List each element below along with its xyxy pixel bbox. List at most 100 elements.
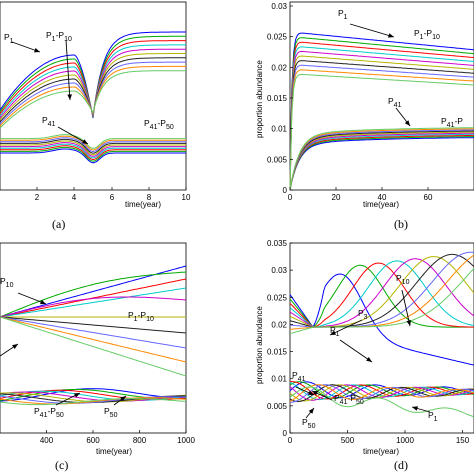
panel-a-label: (a) — [52, 217, 65, 231]
panel-b: 0 20 40 60 0 0.005 0.01 0.015 0.02 0.025 0.03 time… — [255, 1, 474, 231]
panel-b-ytick-label: 0.02 — [271, 63, 287, 72]
panel-a-frame — [0, 1, 187, 191]
panel-d-xtick-label: 500 — [341, 436, 355, 445]
panel-b-line-lower — [289, 134, 474, 191]
panel-d: 0 500 1000 15000.0050.010.0150.020.0250.030… — [255, 239, 474, 472]
annotation-p41-arrow — [57, 126, 89, 145]
panel-d-ticks: 0 500 1000 15000.0050.010.0150.020.0250.030… — [267, 239, 470, 445]
panel-c-line-lower — [0, 390, 187, 401]
panel-a-xtick-label: 4 — [72, 193, 77, 202]
annotation-p50-arrow-head — [308, 408, 314, 414]
panel-c-line-upper — [0, 316, 187, 334]
panel-a-line-upper — [0, 31, 186, 119]
panel-c-line-upper — [0, 316, 187, 363]
panel-d-ytick-label: 0.02 — [271, 320, 287, 329]
annotation-p1: P1 — [338, 8, 348, 21]
panel-b-xtick-label: 20 — [332, 193, 341, 202]
panel-b-ytick-label: 0.03 — [271, 2, 287, 11]
annotation-p10-arrow — [401, 289, 411, 327]
annotation-p50-arrow-head — [120, 396, 126, 402]
annotation-p1-arrow — [339, 339, 373, 363]
annotation-p41-p50: P41-P50 — [144, 118, 174, 131]
panel-d-ytick-label: 0.01 — [271, 375, 287, 384]
annotation-p41-p: P41-P — [441, 116, 463, 129]
panel-b-line-upper — [289, 73, 474, 191]
panel-b-line-upper — [289, 32, 474, 191]
panel-c-line-upper — [0, 316, 187, 377]
panel-d-line-lower — [289, 386, 474, 418]
annotation-p50: P50 — [302, 417, 316, 430]
panel-b-line-lower — [289, 130, 474, 191]
annotation-p41-p50: P41-P50 — [334, 393, 364, 406]
panel-b-line-upper — [289, 46, 474, 191]
panel-d-ylabel: proportion abundance — [255, 306, 264, 384]
panel-d-xtick-label: 0 — [288, 436, 293, 445]
panel-a-line-lower — [0, 138, 186, 154]
annotation-p41-arrow-head — [404, 120, 410, 126]
panel-d-line-lower — [290, 384, 474, 403]
panel-c-xlabel: time(year) — [96, 447, 132, 456]
panel-d-xtick-label: 1000 — [396, 436, 414, 445]
panel-a-line-lower — [0, 145, 186, 161]
panel-a-line-lower — [0, 146, 186, 162]
panel-b-line-lower — [289, 133, 474, 191]
panel-c-line-lower — [0, 397, 187, 405]
panel-b-ylabel: proportion abundance — [255, 60, 264, 138]
panel-d-ytick-label: 0.005 — [267, 402, 288, 411]
panel-b-ticks: 0 20 40 60 0 0.005 0.01 0.015 0.02 0.025 0.03 — [267, 2, 433, 202]
panel-a-xtick-label: 2 — [35, 193, 40, 202]
annotation-p1: P1 — [4, 32, 14, 45]
panel-c-curves — [0, 265, 187, 406]
annotation-p1-arrow — [349, 23, 395, 38]
panel-a-line-lower — [0, 143, 186, 159]
panel-a-line-upper — [0, 35, 186, 118]
panel-b-xtick-label: 60 — [424, 193, 433, 202]
panel-a-line-lower — [0, 142, 186, 157]
panel-b-label: (b) — [394, 217, 408, 231]
panel-b-curves — [289, 32, 474, 191]
panel-d-line-lower — [289, 384, 474, 403]
panel-d-ytick-label: 0 — [283, 429, 288, 438]
panel-c-line-upper — [0, 296, 187, 318]
annotation-p1-p10: P1-P10 — [414, 28, 440, 41]
panel-a-curves — [0, 31, 186, 164]
panel-a-xlabel: time(year) — [125, 200, 161, 209]
panel-b-line-lower — [289, 129, 474, 191]
annotation-p41: P41 — [292, 370, 306, 383]
panel-c-line-lower — [0, 398, 187, 406]
panel-a-line-lower — [0, 137, 186, 153]
panel-a-ticks: 2 4 6 8 10 — [35, 187, 191, 202]
panel-b-xtick-label: 0 — [288, 193, 293, 202]
panel-c-xtick-label: 800 — [133, 436, 147, 445]
panel-a-line-lower — [0, 148, 186, 164]
panel-b-line-upper — [289, 69, 474, 191]
panel-d-xlabel: time(year) — [363, 447, 399, 456]
annotation-p41-p50-arrow-head — [74, 393, 80, 398]
annotation-p3-arrow-head — [330, 330, 336, 335]
panel-b-ytick-label: 0 — [283, 186, 288, 195]
panel-a-line-lower — [0, 135, 186, 151]
annotation-p1-arrow-head — [388, 33, 394, 38]
panel-b-line-upper — [289, 64, 474, 191]
panel-d-ytick-label: 0.025 — [267, 293, 288, 302]
panel-b-frame — [289, 1, 474, 191]
panel-d-ytick-label: 0.035 — [267, 239, 288, 248]
annotation-p1-p10: P1-P10 — [46, 30, 72, 43]
panel-a-annotations: P1 P1-P10 P41 P41-P50 — [4, 30, 174, 145]
panel-d-line-lower — [289, 381, 474, 399]
panel-b-xlabel: time(year) — [363, 200, 399, 209]
panel-c-annotations: P10 P1-P10 P41-P50 P50 — [0, 276, 154, 419]
panel-c-label: (c) — [55, 458, 68, 472]
annotation-p1: P1 — [330, 325, 340, 338]
panel-b-annotations: P1 P1-P10 P41 P41-P — [338, 8, 463, 129]
panel-d-line-upper — [289, 264, 474, 328]
panel-b-xtick-label: 40 — [378, 193, 387, 202]
panel-b-ytick-label: 0.005 — [267, 155, 288, 164]
panel-a-xtick-label: 6 — [110, 193, 115, 202]
panel-b-line-lower — [289, 132, 474, 191]
panel-c-line-upper — [0, 265, 187, 318]
panel-a-line-upper — [0, 70, 186, 129]
panel-d-line-upper — [289, 262, 474, 328]
annotation-p1-bottom-arrow-head — [412, 406, 418, 411]
annotation-p1-p10: P1-P10 — [128, 310, 154, 323]
